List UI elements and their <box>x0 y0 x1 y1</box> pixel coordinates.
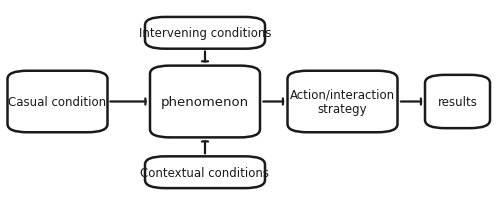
Text: results: results <box>438 95 478 109</box>
Text: Action/interaction
strategy: Action/interaction strategy <box>290 88 395 116</box>
FancyBboxPatch shape <box>145 157 265 188</box>
Text: Casual condition: Casual condition <box>8 95 106 109</box>
FancyBboxPatch shape <box>425 75 490 129</box>
Text: phenomenon: phenomenon <box>161 95 249 109</box>
Text: Contextual conditions: Contextual conditions <box>140 166 270 179</box>
Text: Intervening conditions: Intervening conditions <box>139 27 271 40</box>
FancyBboxPatch shape <box>288 71 398 133</box>
FancyBboxPatch shape <box>8 71 108 133</box>
FancyBboxPatch shape <box>145 18 265 50</box>
FancyBboxPatch shape <box>150 66 260 138</box>
